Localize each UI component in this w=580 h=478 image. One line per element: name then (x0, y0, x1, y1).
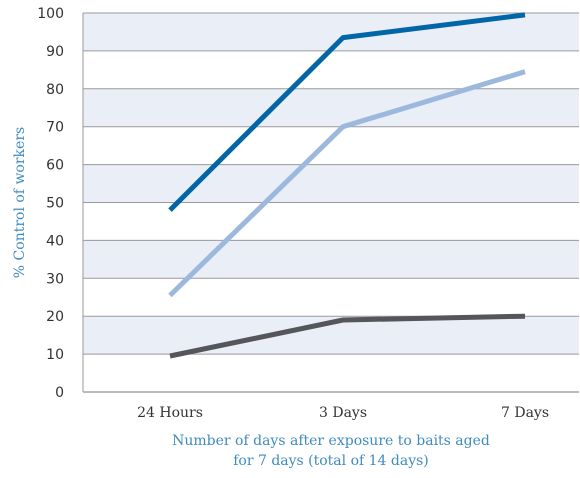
x-axis-label-line-1: Number of days after exposure to baits a… (172, 433, 490, 449)
y-axis-label: % Control of workers (12, 127, 28, 278)
y-tick-label: 40 (46, 233, 64, 249)
y-tick-label: 30 (46, 271, 64, 287)
y-tick-label: 20 (46, 309, 64, 325)
y-tick-label: 70 (46, 120, 64, 136)
plot-band (83, 164, 579, 203)
y-tick-label: 0 (55, 385, 64, 401)
y-tick-labels: 0 10 20 30 40 50 60 70 80 90 100 (37, 6, 64, 401)
x-tick-label: 3 Days (319, 405, 367, 421)
gridlines (82, 12, 579, 393)
y-tick-label: 90 (46, 44, 64, 60)
y-tick-label: 50 (46, 196, 64, 212)
plot-band (83, 126, 579, 165)
series-line (168, 69, 526, 298)
plot-bands (83, 13, 579, 392)
x-tick-label: 24 Hours (137, 405, 203, 421)
series-lines (168, 12, 526, 359)
plot-band (83, 240, 579, 279)
plot-band (83, 202, 579, 241)
x-tick-labels: 24 Hours 3 Days 7 Days (137, 405, 549, 421)
series-line (168, 12, 526, 212)
y-tick-label: 60 (46, 158, 64, 174)
x-axis-label-line-2: for 7 days (total of 14 days) (233, 453, 429, 469)
x-tick-label: 7 Days (501, 405, 549, 421)
series-line (169, 313, 526, 359)
plot-band (83, 278, 579, 317)
plot-band (83, 50, 579, 89)
plot-band (83, 88, 579, 127)
y-tick-label: 100 (37, 6, 64, 22)
y-tick-label: 80 (46, 82, 64, 98)
y-tick-label: 10 (46, 347, 64, 363)
plot-band (83, 354, 579, 392)
